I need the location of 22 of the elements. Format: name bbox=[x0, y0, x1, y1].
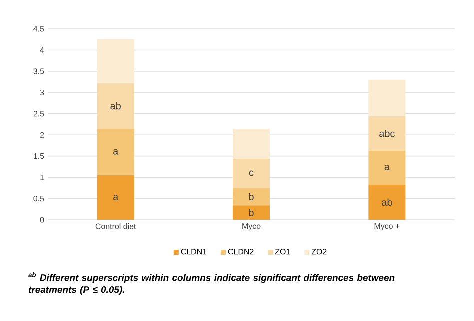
bar bbox=[97, 175, 134, 220]
text: $^{ab}$ Different superscripts within columns indicate significant differences between treatments (P ≤ 0.05). bbox=[28, 272, 395, 296]
data-label: abc bbox=[380, 130, 395, 138]
bar bbox=[97, 39, 134, 84]
bar bbox=[368, 184, 406, 220]
data-label: a bbox=[113, 149, 119, 155]
bar bbox=[97, 128, 134, 176]
bar bbox=[233, 129, 270, 159]
bar bbox=[368, 116, 406, 151]
bar bbox=[368, 80, 406, 116]
data-label: ab bbox=[110, 102, 121, 110]
bar bbox=[233, 188, 270, 206]
data-label: a bbox=[384, 165, 390, 171]
bar bbox=[97, 83, 134, 129]
bar bbox=[368, 150, 406, 185]
data-label: b bbox=[249, 193, 254, 201]
data-label: b bbox=[249, 209, 254, 216]
data-label: ab bbox=[382, 198, 392, 206]
bar bbox=[233, 206, 270, 220]
data-label: a bbox=[113, 194, 119, 200]
data-label: c bbox=[249, 170, 254, 176]
bar bbox=[233, 158, 270, 188]
